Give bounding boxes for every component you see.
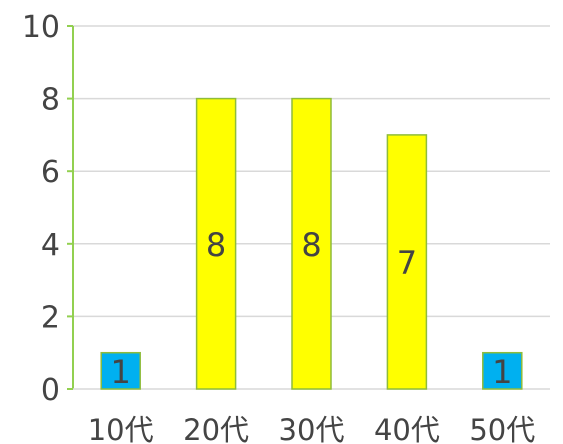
y-tick-label: 2 <box>41 300 60 335</box>
bar-10代 <box>100 351 141 390</box>
x-tick-label: 10代 <box>88 413 154 444</box>
data-label: 8 <box>206 226 226 264</box>
bar-40代 <box>386 134 428 390</box>
y-tick-label: 6 <box>41 155 60 190</box>
y-tick-label: 8 <box>41 83 60 118</box>
data-label: 7 <box>397 244 417 282</box>
x-tick-label: 30代 <box>279 413 345 444</box>
bar-20代 <box>195 97 237 390</box>
bars <box>100 97 523 390</box>
y-tick-label: 4 <box>41 228 60 263</box>
x-tick-label: 40代 <box>374 413 440 444</box>
data-label: 1 <box>492 353 512 391</box>
bar-30代 <box>291 97 332 390</box>
data-labels: 1 8 8 7 1 <box>111 226 513 391</box>
y-tick-label: 0 <box>41 373 60 408</box>
y-tick-label: 10 <box>22 10 60 45</box>
data-label: 1 <box>111 353 131 391</box>
data-label: 8 <box>301 226 321 264</box>
x-tick-label: 20代 <box>183 413 249 444</box>
x-tick-label: 50代 <box>469 413 535 444</box>
x-tick-labels: 10代 20代 30代 40代 50代 <box>88 413 536 444</box>
y-tick-labels: 0 2 4 6 8 10 <box>22 10 60 408</box>
bar-50代 <box>482 351 523 390</box>
